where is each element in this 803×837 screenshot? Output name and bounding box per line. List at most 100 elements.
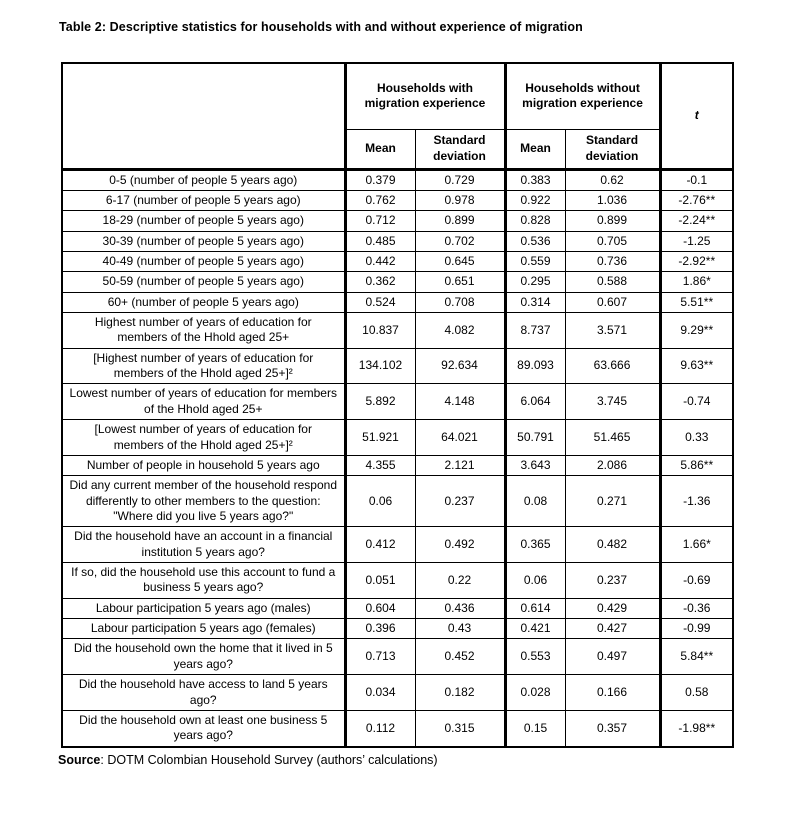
source-text: : DOTM Colombian Household Survey (autho… [100, 752, 438, 767]
sd-with-cell: 0.452 [414, 638, 507, 676]
t-value-cell: 0.58 [659, 674, 734, 711]
sd-without-cell: 0.429 [564, 597, 662, 620]
sd-with-cell: 0.651 [414, 271, 507, 293]
mean-without-cell: 50.791 [504, 419, 566, 456]
mean-without-cell: 0.314 [504, 291, 566, 314]
table-body: 0-5 (number of people 5 years ago) 0.379 0… [61, 168, 734, 748]
t-value-cell: 5.86** [659, 454, 734, 477]
row-label-cell: 0-5 (number of people 5 years ago) [61, 168, 347, 191]
row-label-cell: 6-17 (number of people 5 years ago) [61, 189, 347, 212]
sd-with-cell: 0.315 [414, 709, 507, 748]
sd-without-cell: 0.705 [564, 230, 662, 252]
t-value-cell: 5.84** [659, 638, 734, 676]
mean-without-cell: 0.421 [504, 618, 566, 640]
sd-without-cell: 0.62 [564, 168, 662, 191]
t-value-cell: 9.29** [659, 312, 734, 349]
mean-with-cell: 5.892 [344, 383, 416, 421]
sd-without-cell: 0.427 [564, 618, 662, 640]
sd-without-cell: 51.465 [564, 419, 662, 456]
table-row: Labour participation 5 years ago (female… [61, 618, 734, 640]
table-row: 18-29 (number of people 5 years ago) 0.71… [61, 210, 734, 232]
row-label-cell: Lowest number of years of education for … [61, 383, 347, 421]
mean-without-cell: 0.553 [504, 638, 566, 676]
table-header: Households with migration experience Hou… [61, 62, 734, 171]
mean-without-cell: 0.383 [504, 168, 566, 191]
group-header-with-migration: Households with migration experience [344, 62, 507, 130]
table-row: [Highest number of years of education fo… [61, 347, 734, 385]
mean-without-cell: 89.093 [504, 347, 566, 385]
mean-without-cell: 0.295 [504, 271, 566, 293]
row-label-cell: [Lowest number of years of education for… [61, 419, 347, 456]
sd-with-cell: 0.22 [414, 562, 507, 599]
row-label-cell: Labour participation 5 years ago (males) [61, 597, 347, 620]
sd-without-cell: 0.899 [564, 210, 662, 232]
table-row: If so, did the household use this accoun… [61, 562, 734, 599]
sd-without-cell: 0.607 [564, 291, 662, 314]
table-row: Lowest number of years of education for … [61, 383, 734, 421]
table-row: 0-5 (number of people 5 years ago) 0.379 0… [61, 168, 734, 191]
mean-without-cell: 0.028 [504, 674, 566, 711]
row-label-cell: Did the household own at least one busin… [61, 709, 347, 748]
mean-with-cell: 0.524 [344, 291, 416, 314]
table-row: Did the household have an account in a f… [61, 526, 734, 564]
row-label-cell: Highest number of years of education for… [61, 312, 347, 349]
row-label-cell: Did the household have access to land 5 … [61, 674, 347, 711]
row-label-cell: 40-49 (number of people 5 years ago) [61, 250, 347, 273]
mean-without-cell: 0.614 [504, 597, 566, 620]
group-header-row: Households with migration experience Hou… [61, 62, 734, 171]
table-row: [Lowest number of years of education for… [61, 419, 734, 456]
table-row: Did any current member of the household … [61, 475, 734, 528]
sd-without-header: Standard deviation [564, 128, 662, 171]
mean-with-cell: 0.713 [344, 638, 416, 676]
page: Table 2: Descriptive statistics for hous… [58, 20, 735, 767]
t-value-cell: -1.36 [659, 475, 734, 528]
mean-without-cell: 0.828 [504, 210, 566, 232]
sd-with-cell: 4.082 [414, 312, 507, 349]
sd-without-cell: 1.036 [564, 189, 662, 212]
mean-with-cell: 0.712 [344, 210, 416, 232]
mean-with-cell: 0.034 [344, 674, 416, 711]
sd-with-cell: 0.237 [414, 475, 507, 528]
row-label-cell: If so, did the household use this accoun… [61, 562, 347, 599]
sd-without-cell: 0.357 [564, 709, 662, 748]
row-label-cell: Did the household have an account in a f… [61, 526, 347, 564]
mean-without-cell: 6.064 [504, 383, 566, 421]
table-row: Did the household own the home that it l… [61, 638, 734, 676]
row-label-cell: 50-59 (number of people 5 years ago) [61, 271, 347, 293]
mean-with-cell: 10.837 [344, 312, 416, 349]
sd-with-cell: 0.708 [414, 291, 507, 314]
mean-with-cell: 0.396 [344, 618, 416, 640]
sd-without-cell: 0.166 [564, 674, 662, 711]
sd-without-cell: 0.588 [564, 271, 662, 293]
t-value-cell: -2.92** [659, 250, 734, 273]
sd-without-cell: 3.745 [564, 383, 662, 421]
sd-without-cell: 2.086 [564, 454, 662, 477]
sd-with-cell: 0.182 [414, 674, 507, 711]
sd-with-cell: 0.702 [414, 230, 507, 252]
sd-without-cell: 0.736 [564, 250, 662, 273]
row-label-cell: [Highest number of years of education fo… [61, 347, 347, 385]
mean-without-header: Mean [504, 128, 566, 171]
row-label-cell: Labour participation 5 years ago (female… [61, 618, 347, 640]
source-label: Source [58, 752, 101, 767]
mean-without-cell: 0.365 [504, 526, 566, 564]
table-row: Highest number of years of education for… [61, 312, 734, 349]
sd-with-cell: 2.121 [414, 454, 507, 477]
mean-without-cell: 3.643 [504, 454, 566, 477]
t-value-cell: 9.63** [659, 347, 734, 385]
mean-without-cell: 0.15 [504, 709, 566, 748]
t-value-cell: -2.24** [659, 210, 734, 232]
row-label-cell: 30-39 (number of people 5 years ago) [61, 230, 347, 252]
mean-with-cell: 0.06 [344, 475, 416, 528]
mean-with-cell: 0.051 [344, 562, 416, 599]
mean-with-header: Mean [344, 128, 416, 171]
t-value-cell: -0.36 [659, 597, 734, 620]
t-value-cell: -2.76** [659, 189, 734, 212]
mean-with-cell: 0.604 [344, 597, 416, 620]
sd-with-cell: 92.634 [414, 347, 507, 385]
t-value-cell: 0.33 [659, 419, 734, 456]
row-label-cell: Did any current member of the household … [61, 475, 347, 528]
sd-without-cell: 0.497 [564, 638, 662, 676]
sd-without-cell: 3.571 [564, 312, 662, 349]
mean-without-cell: 0.08 [504, 475, 566, 528]
